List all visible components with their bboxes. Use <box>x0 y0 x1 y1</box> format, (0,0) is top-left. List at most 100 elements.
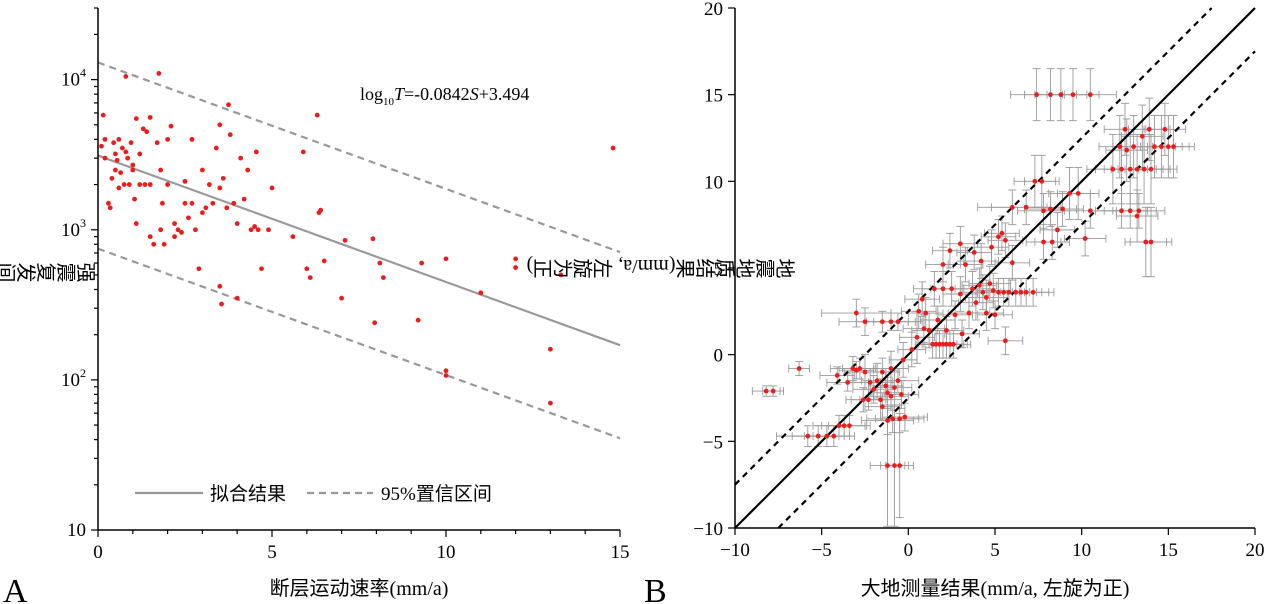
data-point-b <box>871 386 877 392</box>
data-point-a <box>220 175 226 181</box>
x-tick-label-a: 0 <box>93 542 103 563</box>
data-point-b <box>951 341 956 347</box>
data-point-b <box>897 463 903 468</box>
data-point-b <box>1082 236 1088 241</box>
data-point-b <box>992 312 998 318</box>
data-point-a <box>107 205 113 211</box>
data-point-b <box>1058 92 1064 98</box>
data-point-b <box>999 230 1005 236</box>
x-axis-label-a: 断层运动速率(mm/a) <box>270 577 449 600</box>
data-point-b <box>1032 178 1038 184</box>
data-point-b <box>1023 289 1029 295</box>
data-point-b <box>1034 92 1039 98</box>
data-point-b <box>1134 166 1140 172</box>
data-point-a <box>172 221 177 226</box>
data-point-b <box>883 383 889 389</box>
data-point-b <box>973 300 979 306</box>
data-point-b <box>957 241 963 247</box>
data-point-a <box>118 170 124 176</box>
data-point-a <box>380 275 386 281</box>
data-point-b <box>1124 147 1130 153</box>
data-point-b <box>895 378 901 384</box>
data-point-b <box>990 288 996 293</box>
y-tick-label-a: 102 <box>61 366 86 391</box>
data-point-a <box>548 346 553 352</box>
data-point-b <box>957 291 963 297</box>
data-point-a <box>151 241 157 247</box>
data-point-b <box>963 262 968 267</box>
data-point-b <box>1039 178 1045 184</box>
data-point-b <box>900 357 906 363</box>
fit-line-group <box>97 154 621 347</box>
data-point-a <box>193 227 198 233</box>
data-point-b <box>947 341 953 347</box>
data-point-a <box>443 256 449 262</box>
data-point-a <box>130 162 136 168</box>
data-point-a <box>116 136 122 142</box>
data-point-b <box>879 369 885 375</box>
data-point-b <box>1041 239 1046 245</box>
data-point-a <box>443 368 449 374</box>
data-point-b <box>1075 191 1081 196</box>
data-point-b <box>815 433 821 439</box>
data-point-b <box>996 289 1001 295</box>
data-point-b <box>947 248 953 254</box>
ci-upper-line <box>97 61 621 254</box>
data-point-a <box>137 151 143 157</box>
data-point-a <box>372 320 378 326</box>
data-point-a <box>142 182 148 187</box>
axes-a: 0 5 10 15 10 102 103 104 <box>61 7 630 563</box>
data-point-b <box>970 286 975 292</box>
data-point-b <box>1148 166 1154 172</box>
data-point-a <box>241 196 247 202</box>
data-point-a <box>248 227 254 233</box>
data-point-a <box>109 175 115 181</box>
data-point-a <box>478 290 484 296</box>
data-point-a <box>182 200 188 206</box>
fit-line <box>97 154 621 347</box>
data-point-a <box>234 295 240 301</box>
data-point-b <box>940 286 946 292</box>
x-tick-label-b: −10 <box>720 540 750 561</box>
data-point-a <box>106 200 111 206</box>
data-point-a <box>147 182 153 187</box>
data-point-a <box>377 260 383 266</box>
data-point-a <box>125 155 130 161</box>
data-point-a <box>206 182 212 187</box>
data-point-b <box>1136 208 1142 214</box>
data-point-b <box>926 328 932 333</box>
data-point-b <box>841 423 847 429</box>
data-point-b <box>831 433 837 439</box>
data-point-a <box>133 116 139 122</box>
data-point-b <box>1048 206 1053 212</box>
data-point-a <box>266 227 271 233</box>
data-point-a <box>102 155 108 161</box>
data-point-b <box>879 319 885 325</box>
data-points-b <box>763 92 1176 468</box>
y-tick-label-a: 10 <box>67 520 86 541</box>
reference-lines-b <box>734 7 1256 529</box>
data-point-a <box>443 373 449 378</box>
y-tick-label-b: −10 <box>693 519 723 540</box>
data-point-b <box>949 286 955 292</box>
y-axis-label-a: 强震复发间隔(年) <box>0 259 97 282</box>
data-point-b <box>1067 191 1072 196</box>
x-tick-label-b: 0 <box>904 540 914 561</box>
data-point-b <box>1087 92 1093 98</box>
data-point-a <box>128 140 134 146</box>
data-point-b <box>1119 208 1124 214</box>
data-point-b <box>1171 144 1176 150</box>
data-point-a <box>123 149 129 155</box>
data-point-a <box>307 275 313 281</box>
data-point-b <box>989 244 994 250</box>
data-point-b <box>921 326 927 332</box>
data-point-a <box>210 200 216 206</box>
data-point-a <box>314 112 320 118</box>
data-point-a <box>513 256 518 262</box>
x-tick-label-b: 5 <box>990 540 1000 561</box>
data-point-a <box>102 136 108 142</box>
data-point-b <box>1006 289 1012 295</box>
data-point-b <box>895 319 901 325</box>
data-point-a <box>161 241 167 247</box>
